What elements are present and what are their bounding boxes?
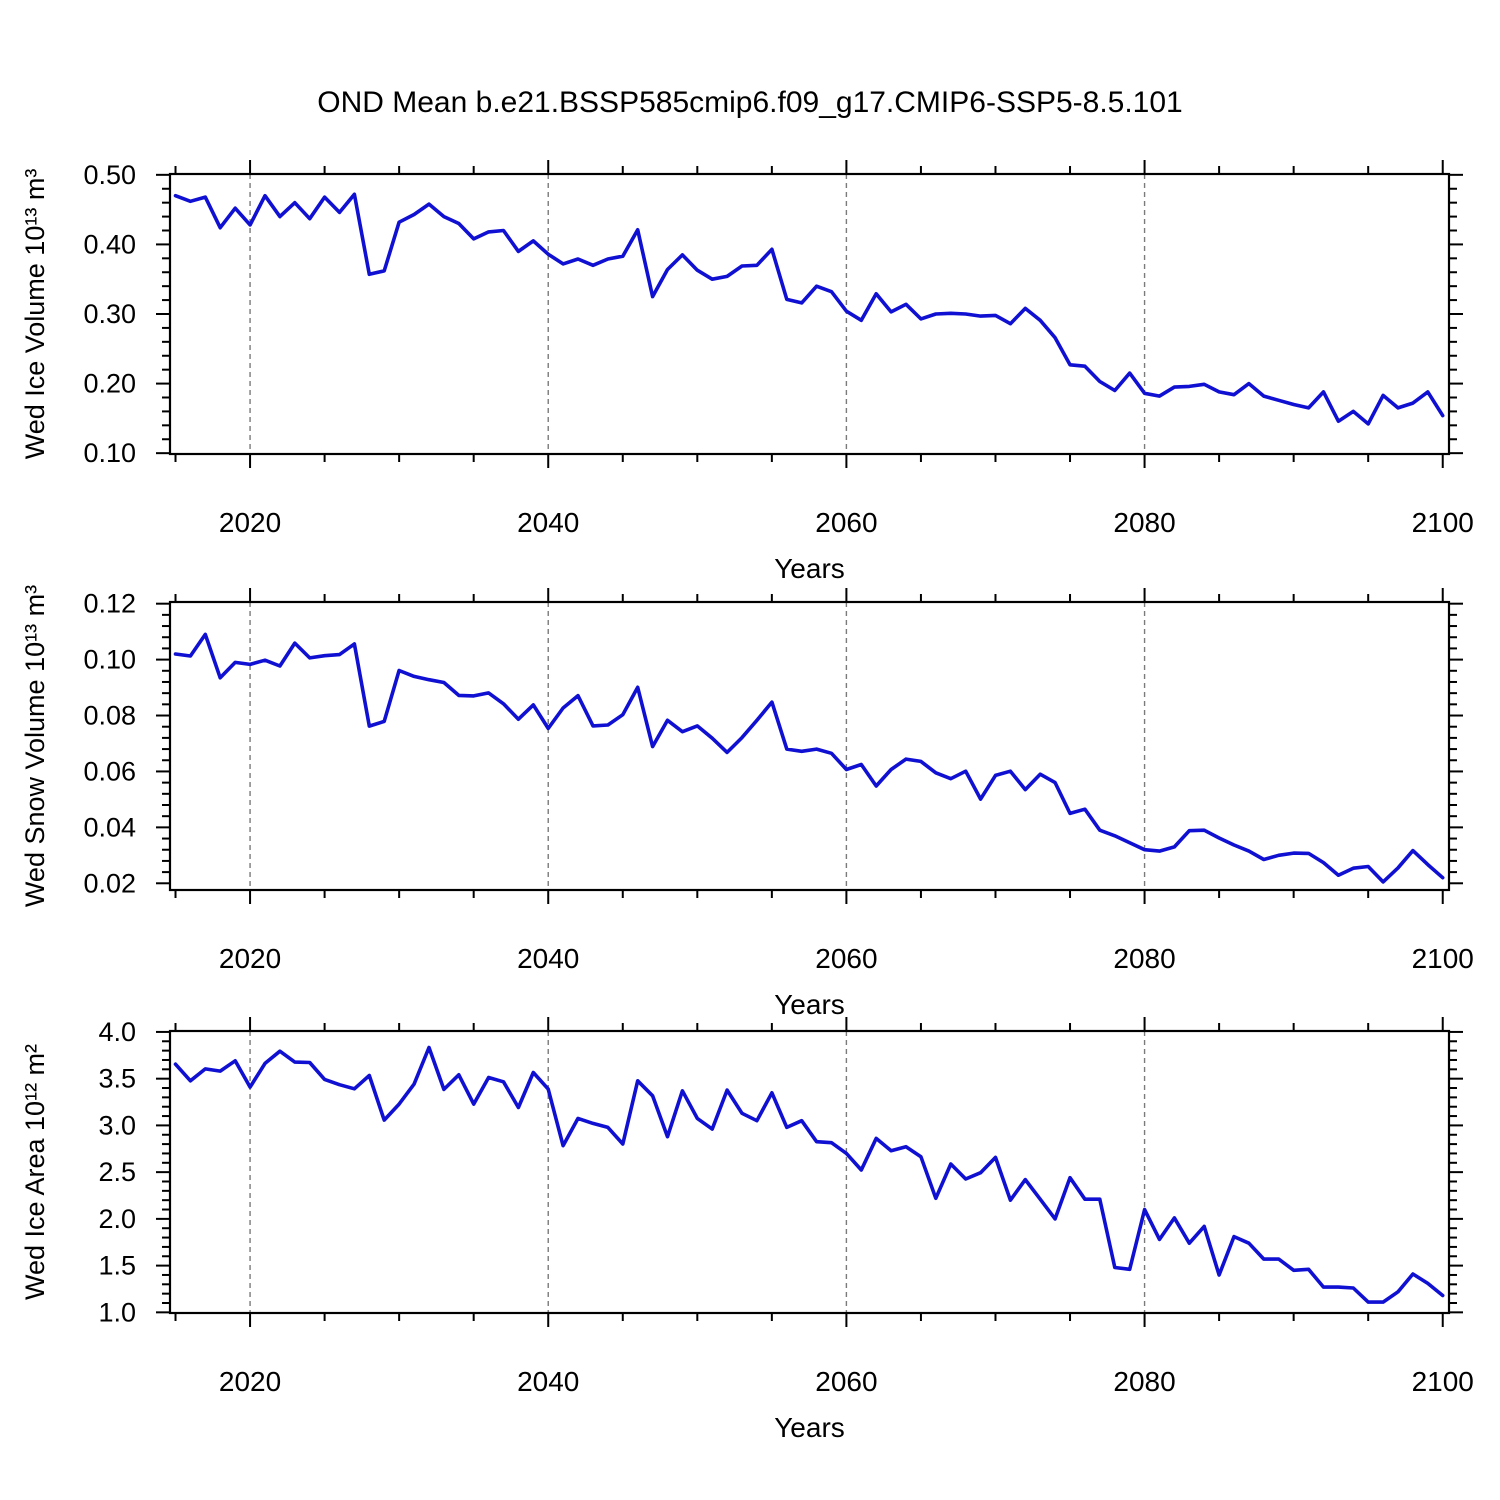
y-tick-label: 1.0: [98, 1297, 136, 1327]
x-tick-label: 2100: [1412, 1366, 1474, 1397]
y-tick-label: 0.10: [83, 645, 136, 675]
chart-title: OND Mean b.e21.BSSP585cmip6.f09_g17.CMIP…: [317, 86, 1183, 119]
x-tick-label: 2040: [517, 507, 579, 538]
y-tick-label: 0.02: [83, 868, 136, 898]
y-axis-title: Wed Snow Volume 10¹³ m³: [20, 585, 50, 907]
x-tick-label: 2040: [517, 1366, 579, 1397]
x-axis-title: Years: [774, 1412, 845, 1443]
plot-frame: [168, 1029, 1451, 1315]
x-tick-label: 2060: [815, 507, 877, 538]
y-axis-title: Wed Ice Volume 10¹³ m³: [20, 169, 50, 460]
x-tick-label: 2080: [1113, 507, 1175, 538]
y-tick-label: 0.20: [83, 369, 136, 399]
y-tick-label: 0.30: [83, 299, 136, 329]
x-axis-title: Years: [774, 553, 845, 584]
panel-wed-ice-area: 1.0 1.5 2.0 2.5 3.0 3.5 4.0 2020 2040 2060 2080 210…: [20, 1017, 1474, 1443]
y-axis-title: Wed Ice Area 10¹² m²: [20, 1044, 50, 1300]
x-tick-label: 2080: [1113, 943, 1175, 974]
x-tick-label: 2020: [219, 507, 281, 538]
y-tick-label: 3.5: [98, 1064, 136, 1094]
series-wed-snow-volume: [173, 632, 1445, 884]
y-tick-label: 1.5: [98, 1251, 136, 1281]
series-wed-ice-area: [173, 1045, 1445, 1304]
y-tick-label: 0.40: [83, 229, 136, 259]
y-tick-label: 0.50: [83, 160, 136, 190]
y-tick-label: 3.0: [98, 1110, 136, 1140]
y-tick-label: 0.10: [83, 438, 136, 468]
y-tick-label: 0.08: [83, 701, 136, 731]
x-axis-title: Years: [774, 989, 845, 1020]
plot-frame: [168, 600, 1451, 892]
x-tick-label: 2040: [517, 943, 579, 974]
x-tick-label: 2020: [219, 943, 281, 974]
x-tick-label: 2060: [815, 943, 877, 974]
y-tick-label: 4.0: [98, 1017, 136, 1047]
y-tick-label: 2.5: [98, 1157, 136, 1187]
y-tick-label: 0.06: [83, 756, 136, 786]
y-tick-label: 0.04: [83, 812, 136, 842]
x-tick-label: 2020: [219, 1366, 281, 1397]
y-tick-label: 2.0: [98, 1204, 136, 1234]
series-wed-ice-volume: [173, 192, 1445, 426]
plot-frame: [168, 172, 1451, 456]
x-tick-label: 2080: [1113, 1366, 1175, 1397]
panel-wed-snow-volume: 0.02 0.04 0.06 0.08 0.10 0.12 2020 2040 2060 2080…: [20, 585, 1474, 1020]
x-tick-label: 2060: [815, 1366, 877, 1397]
panel-wed-ice-volume: 0.10 0.20 0.30 0.40 0.50 2020 2040 2060 2080 2100…: [20, 160, 1474, 584]
x-tick-label: 2100: [1412, 507, 1474, 538]
x-tick-label: 2100: [1412, 943, 1474, 974]
y-tick-label: 0.12: [83, 589, 136, 619]
